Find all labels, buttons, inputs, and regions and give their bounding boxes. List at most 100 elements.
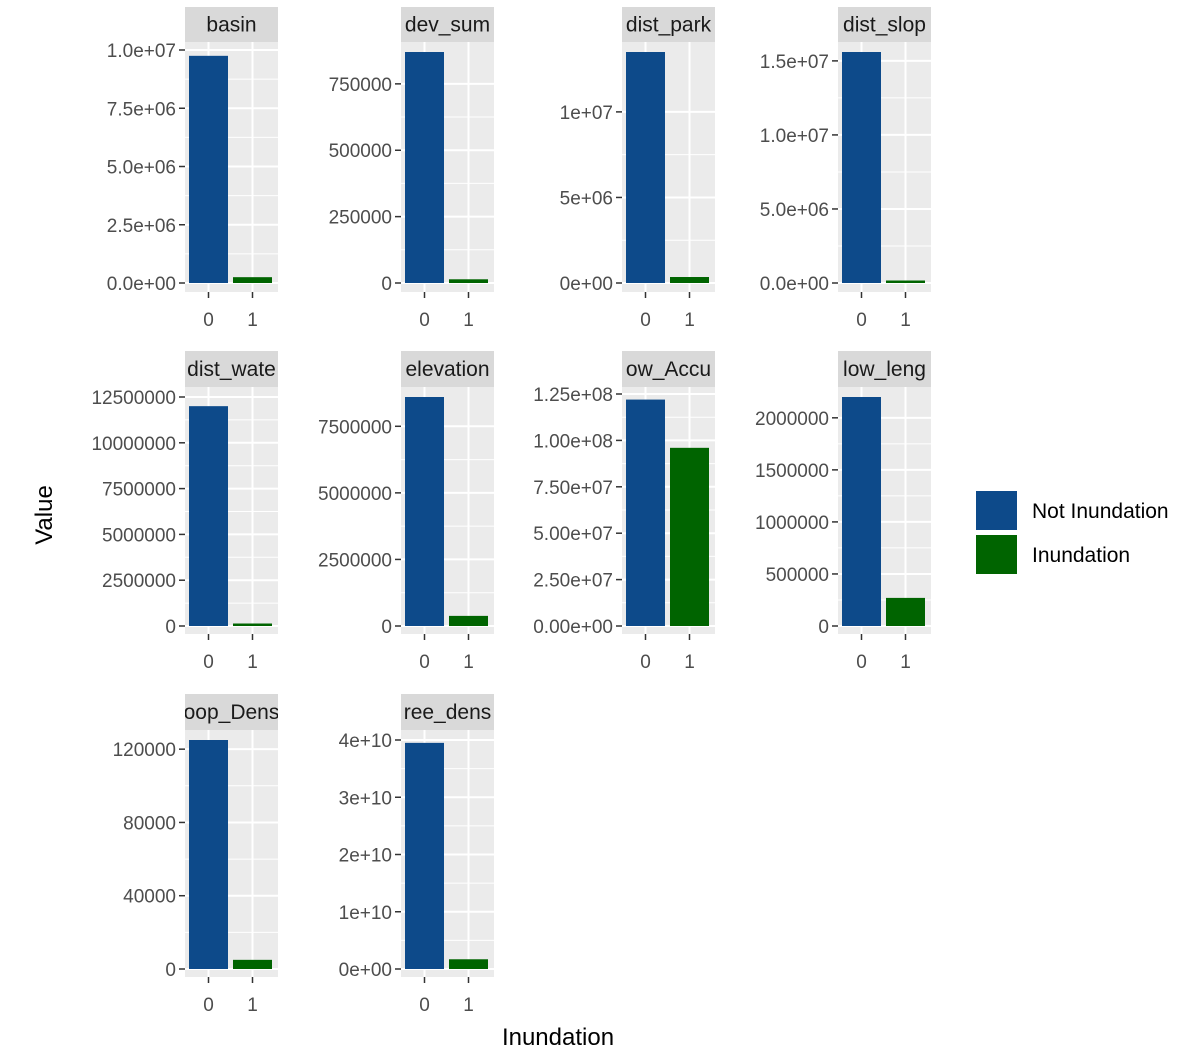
y-tick-label: 1.0e+07 xyxy=(107,41,176,62)
bar-not-inundation xyxy=(842,397,881,626)
y-tick-label: 2500000 xyxy=(102,571,176,592)
facet-strip xyxy=(185,7,278,42)
y-tick-label: 3e+10 xyxy=(339,788,392,809)
facet-strip-label: dist_park xyxy=(626,14,712,37)
legend-label: Inundation xyxy=(1032,544,1130,567)
x-tick-label: 1 xyxy=(684,310,695,331)
bar-inundation xyxy=(670,277,709,283)
facet-strip-label: dist_slop xyxy=(843,14,926,37)
x-tick-label: 0 xyxy=(203,310,214,331)
y-tick-label: 500000 xyxy=(766,565,829,586)
y-tick-label: 5000000 xyxy=(102,525,176,546)
bar-inundation xyxy=(449,279,488,283)
x-tick-label: 1 xyxy=(684,652,695,673)
y-tick-label: 0 xyxy=(818,617,829,638)
bar-not-inundation xyxy=(842,52,881,283)
y-tick-label: 5000000 xyxy=(318,484,392,505)
y-tick-label: 0.0e+00 xyxy=(760,274,829,295)
y-tick-label: 500000 xyxy=(329,141,392,162)
facet-strip xyxy=(185,694,278,730)
legend-label: Not Inundation xyxy=(1032,500,1169,523)
bar-inundation xyxy=(449,615,488,626)
y-tick-label: 7500000 xyxy=(102,480,176,501)
y-tick-label: 1000000 xyxy=(755,513,829,534)
y-tick-label: 40000 xyxy=(123,887,176,908)
x-tick-label: 1 xyxy=(900,652,911,673)
x-tick-label: 0 xyxy=(856,652,867,673)
facet-panel-6: elevation 0 2500000 5000000 7500000 0 1 xyxy=(318,351,494,673)
y-tick-label: 2e+10 xyxy=(339,846,392,867)
facet-strip-label: basin xyxy=(206,14,256,37)
bar-not-inundation xyxy=(405,742,444,969)
y-tick-label: 0.0e+00 xyxy=(107,274,176,295)
y-tick-label: 4e+10 xyxy=(339,731,392,752)
bar-inundation xyxy=(233,623,272,626)
y-tick-label: 1.5e+07 xyxy=(760,52,829,73)
bar-inundation xyxy=(233,959,272,969)
y-tick-label: 7.5e+06 xyxy=(107,99,176,120)
bar-not-inundation xyxy=(189,406,228,626)
facet-strip-label: elevation xyxy=(405,358,489,381)
legend-swatch xyxy=(976,491,1017,530)
y-tick-label: 0 xyxy=(381,274,392,295)
facet-panel-9: oop_Dens 0 40000 80000 120000 0 1 xyxy=(113,694,280,1016)
bar-inundation xyxy=(886,597,925,626)
facet-strip-label: ree_dens xyxy=(404,701,492,724)
y-tick-label: 0e+00 xyxy=(339,960,392,981)
y-tick-label: 0 xyxy=(381,617,392,638)
x-tick-label: 1 xyxy=(463,310,474,331)
y-tick-label: 5e+06 xyxy=(560,188,613,209)
facet-panel-5: dist_wate 0 2500000 5000000 7500000 10000000 1… xyxy=(91,351,278,673)
facet-strip xyxy=(622,7,715,42)
x-axis-title: Inundation xyxy=(502,1024,614,1051)
y-tick-label: 1e+10 xyxy=(339,903,392,924)
x-tick-label: 0 xyxy=(203,995,214,1016)
y-tick-label: 0 xyxy=(165,617,176,638)
facet-panel-10: ree_dens 0e+00 1e+10 2e+10 3e+10 4e+10 0 1 xyxy=(339,694,494,1016)
facet-strip xyxy=(401,351,494,387)
facet-strip xyxy=(401,7,494,42)
x-tick-label: 1 xyxy=(247,652,258,673)
facet-panels: basin 0.0e+00 2.5e+06 5.0e+06 7.5e+06 1.0e+07… xyxy=(91,7,931,1016)
x-tick-label: 0 xyxy=(640,310,651,331)
bar-inundation xyxy=(449,959,488,969)
facet-strip-label: low_leng xyxy=(843,358,926,381)
facet-panel-3: dist_park 0e+00 5e+06 1e+07 0 1 xyxy=(560,7,715,331)
facet-strip xyxy=(185,351,278,387)
y-axis-title: Value xyxy=(31,485,58,545)
x-tick-label: 1 xyxy=(463,995,474,1016)
y-tick-label: 1e+07 xyxy=(560,103,613,124)
y-tick-label: 5.00e+07 xyxy=(533,524,613,545)
bar-inundation xyxy=(670,447,709,626)
facet-panel-1: basin 0.0e+00 2.5e+06 5.0e+06 7.5e+06 1.0e+07… xyxy=(107,7,278,331)
y-tick-label: 250000 xyxy=(329,208,392,229)
facet-strip xyxy=(838,351,931,387)
y-tick-label: 2.5e+06 xyxy=(107,216,176,237)
y-tick-label: 2.50e+07 xyxy=(533,571,613,592)
facet-strip xyxy=(838,7,931,42)
y-tick-label: 0.00e+00 xyxy=(533,617,613,638)
y-tick-label: 1.25e+08 xyxy=(533,385,613,406)
facet-panel-4: dist_slop 0.0e+00 5.0e+06 1.0e+07 1.5e+07 0 1 xyxy=(760,7,931,331)
bar-not-inundation xyxy=(626,399,665,626)
legend-swatch xyxy=(976,535,1017,574)
facet-panel-7: ow_Accu 0.00e+00 2.50e+07 5.00e+07 7.50e+07 1… xyxy=(533,351,715,673)
facet-strip-label: oop_Dens xyxy=(184,701,280,724)
bar-not-inundation xyxy=(626,52,665,283)
x-tick-label: 1 xyxy=(247,995,258,1016)
x-tick-label: 1 xyxy=(247,310,258,331)
facet-panel-2: dev_sum 0 250000 500000 750000 0 1 xyxy=(329,7,494,331)
y-tick-label: 0e+00 xyxy=(560,274,613,295)
y-tick-label: 1500000 xyxy=(755,461,829,482)
bar-not-inundation xyxy=(405,52,444,283)
x-tick-label: 1 xyxy=(463,652,474,673)
x-tick-label: 1 xyxy=(900,310,911,331)
facet-strip xyxy=(401,694,494,730)
facet-strip-label: dev_sum xyxy=(405,14,490,37)
x-tick-label: 0 xyxy=(419,995,430,1016)
bar-not-inundation xyxy=(405,397,444,626)
x-tick-label: 0 xyxy=(640,652,651,673)
legend: Not Inundation Inundation xyxy=(976,491,1169,574)
y-tick-label: 5.0e+06 xyxy=(107,158,176,179)
